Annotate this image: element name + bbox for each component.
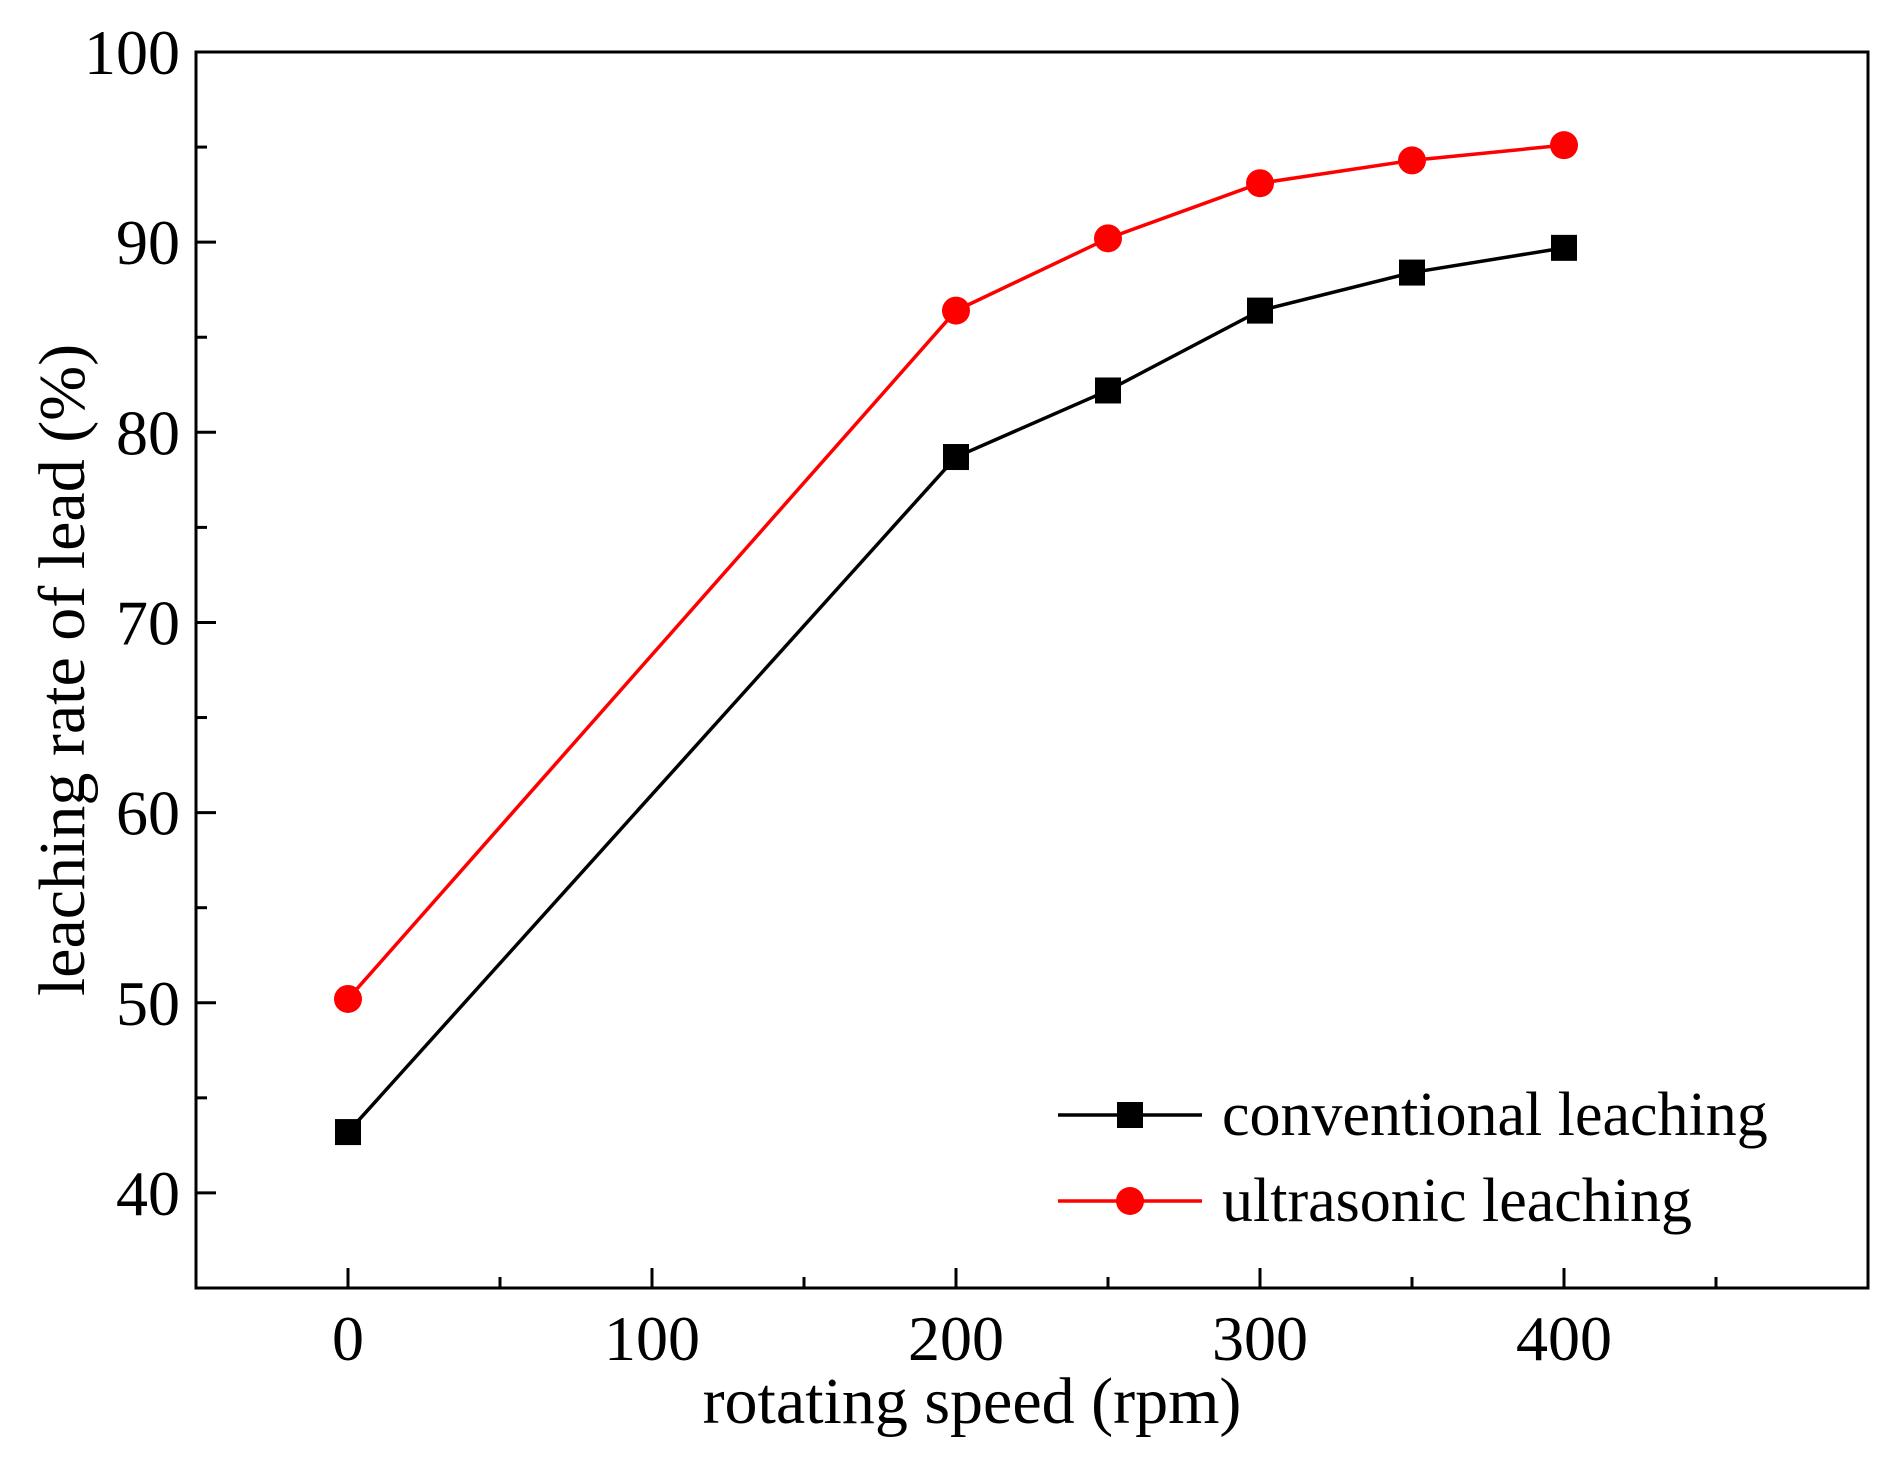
data-point-circle: [1094, 224, 1122, 253]
data-point-circle: [1398, 146, 1426, 175]
legend-label: conventional leaching: [1222, 1081, 1768, 1149]
x-tick-label: 300: [1212, 1303, 1308, 1374]
series-line: [346, 246, 1565, 1134]
x-tick-label: 100: [604, 1303, 700, 1374]
y-tick-label: 60: [116, 778, 180, 849]
legend-marker-square: [1117, 1102, 1143, 1128]
y-tick-label: 50: [116, 968, 180, 1039]
legend-item: ultrasonic leaching: [1058, 1167, 1692, 1235]
data-point-square: [335, 1119, 361, 1146]
y-tick-label: 80: [116, 397, 180, 468]
y-tick-label: 40: [116, 1158, 180, 1229]
data-point-square: [1095, 377, 1121, 404]
legend-item: conventional leaching: [1058, 1081, 1768, 1149]
data-point-square: [1247, 297, 1273, 324]
y-tick-label: 90: [116, 207, 180, 278]
ticks-layer: 0 100 200 300 400 40 50 60 70 80 90 100: [84, 17, 1718, 1374]
data-point-square: [943, 444, 969, 471]
series-line: [346, 143, 1565, 1001]
series-conventional-leaching: [335, 234, 1577, 1146]
data-point-square: [1399, 259, 1425, 286]
x-axis-title: rotating speed (rpm): [703, 1365, 1242, 1438]
data-point-circle: [1550, 131, 1578, 160]
x-tick-label: 400: [1516, 1303, 1612, 1374]
x-tick-label: 200: [908, 1303, 1004, 1374]
series-ultrasonic-leaching: [334, 131, 1578, 1013]
data-point-circle: [1246, 169, 1274, 198]
legend-marker-circle: [1116, 1187, 1144, 1215]
data-point-square: [1551, 234, 1577, 261]
y-tick-label: 70: [116, 587, 180, 658]
x-tick-label: 0: [332, 1303, 364, 1374]
data-point-circle: [942, 296, 970, 325]
y-axis-title: leaching rate of lead (%): [26, 344, 99, 996]
plot-frame: [194, 50, 1870, 1290]
series-layer: [334, 131, 1578, 1146]
data-point-circle: [334, 984, 362, 1013]
legend: conventional leaching ultrasonic leaching: [1058, 1081, 1768, 1235]
legend-label: ultrasonic leaching: [1222, 1167, 1692, 1235]
y-tick-label: 100: [84, 17, 180, 88]
